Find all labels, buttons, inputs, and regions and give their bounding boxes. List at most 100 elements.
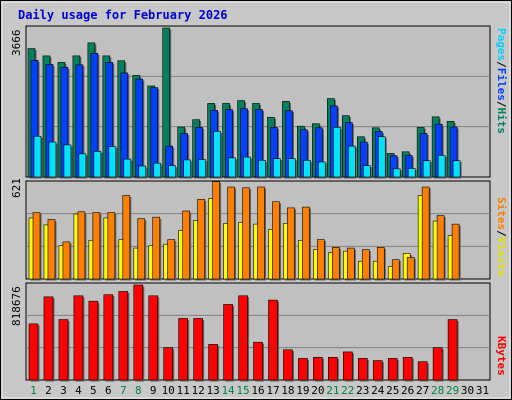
legend-entry: Files	[495, 67, 508, 101]
panel3-legend: KBytes	[495, 336, 508, 376]
kbytes-bar	[268, 299, 278, 381]
pages-bar	[93, 151, 102, 178]
sites-bar	[257, 186, 265, 280]
pages-bar	[288, 158, 296, 178]
day-label: 9	[150, 384, 157, 397]
kbytes-bar	[118, 291, 129, 381]
kbytes-bar	[88, 300, 99, 381]
day-label: 4	[75, 384, 82, 397]
panel1-ymax-label: 3666	[10, 29, 23, 57]
kbytes-bar	[193, 318, 203, 381]
pages-bar	[318, 161, 326, 178]
day-label: 10	[162, 384, 175, 397]
pages-bar	[437, 155, 446, 178]
pages-bar	[303, 160, 311, 178]
pages-bar	[108, 146, 117, 178]
day-label: 27	[416, 384, 429, 397]
legend-entry: Visits	[495, 236, 508, 277]
day-label: 12	[192, 384, 205, 397]
day-label: 13	[206, 384, 219, 397]
pages-bar	[198, 159, 206, 178]
files-bar	[135, 78, 144, 178]
pages-bar	[362, 165, 371, 178]
sites-bar	[62, 241, 71, 280]
legend-entry: /	[495, 100, 508, 108]
sites-bar	[317, 239, 325, 280]
sites-bar	[182, 210, 190, 280]
day-label: 29	[446, 384, 459, 397]
kbytes-bar	[357, 358, 368, 381]
kbytes-bar	[178, 318, 188, 381]
sites-bar	[287, 207, 295, 280]
pages-bar	[452, 160, 461, 178]
pages-bar	[348, 145, 356, 178]
pages-bar	[168, 165, 177, 178]
day-label: 23	[356, 384, 369, 397]
pages-bar	[78, 153, 87, 178]
kbytes-bar	[208, 344, 218, 381]
kbytes-bar	[343, 351, 353, 381]
legend-entry: Pages	[495, 28, 508, 62]
kbytes-bar	[283, 349, 293, 381]
sites-bar	[137, 218, 146, 280]
kbytes-bar	[148, 295, 159, 381]
day-label: 18	[281, 384, 294, 397]
panel1-legend: Pages/Files/Hits	[495, 28, 508, 134]
sites-bar	[152, 216, 161, 280]
pages-bar	[333, 127, 341, 178]
sites-bar	[302, 206, 310, 280]
chart-title: Daily usage for February 2026	[18, 8, 228, 22]
day-label: 7	[120, 384, 127, 397]
sites-bar	[376, 247, 385, 280]
pages-bar	[422, 160, 431, 178]
day-label: 16	[251, 384, 264, 397]
legend-entry: /	[495, 61, 508, 68]
day-label: 24	[371, 384, 385, 397]
pages-bar	[243, 156, 251, 178]
kbytes-bar	[372, 360, 383, 381]
sites-bar	[451, 223, 460, 280]
day-label: 30	[461, 384, 474, 397]
kbytes-bar	[328, 357, 338, 381]
sites-bar	[197, 199, 205, 280]
legend-entry: /	[495, 230, 508, 237]
kbytes-bar	[447, 319, 458, 381]
sites-bar	[167, 239, 176, 280]
day-label: 11	[177, 384, 190, 397]
kbytes-bar	[238, 295, 248, 381]
pages-bar	[273, 158, 281, 178]
pages-bar	[48, 141, 57, 178]
kbytes-bar	[253, 341, 263, 381]
day-label: 22	[341, 384, 354, 397]
kbytes-bar	[432, 347, 443, 381]
day-label: 19	[296, 384, 309, 397]
sites-bar	[272, 201, 280, 280]
kbytes-bar	[58, 319, 69, 381]
sites-bar	[332, 247, 340, 280]
sites-bar	[347, 247, 355, 280]
sites-bar	[122, 195, 131, 280]
pages-bar	[138, 165, 147, 178]
day-label: 2	[45, 384, 52, 397]
pages-bar	[153, 162, 162, 178]
kbytes-bar	[402, 357, 413, 381]
sites-bar	[47, 219, 56, 280]
legend-entry: Sites	[495, 197, 508, 231]
sites-bar	[361, 249, 370, 280]
day-label: 28	[431, 384, 444, 397]
pages-bar	[213, 131, 221, 178]
panel2-ymax-label: 621	[10, 178, 23, 198]
kbytes-bar	[313, 357, 323, 381]
sites-bar	[77, 211, 86, 280]
day-label: 17	[266, 384, 279, 397]
sites-bar	[212, 181, 220, 280]
day-label: 26	[401, 384, 414, 397]
pages-bar	[392, 168, 401, 178]
sites-bar	[406, 257, 415, 280]
legend-entry: Hits	[495, 107, 508, 135]
kbytes-bar	[28, 323, 39, 381]
day-label: 20	[311, 384, 324, 397]
panel2-legend: Sites/Visits	[495, 197, 508, 277]
